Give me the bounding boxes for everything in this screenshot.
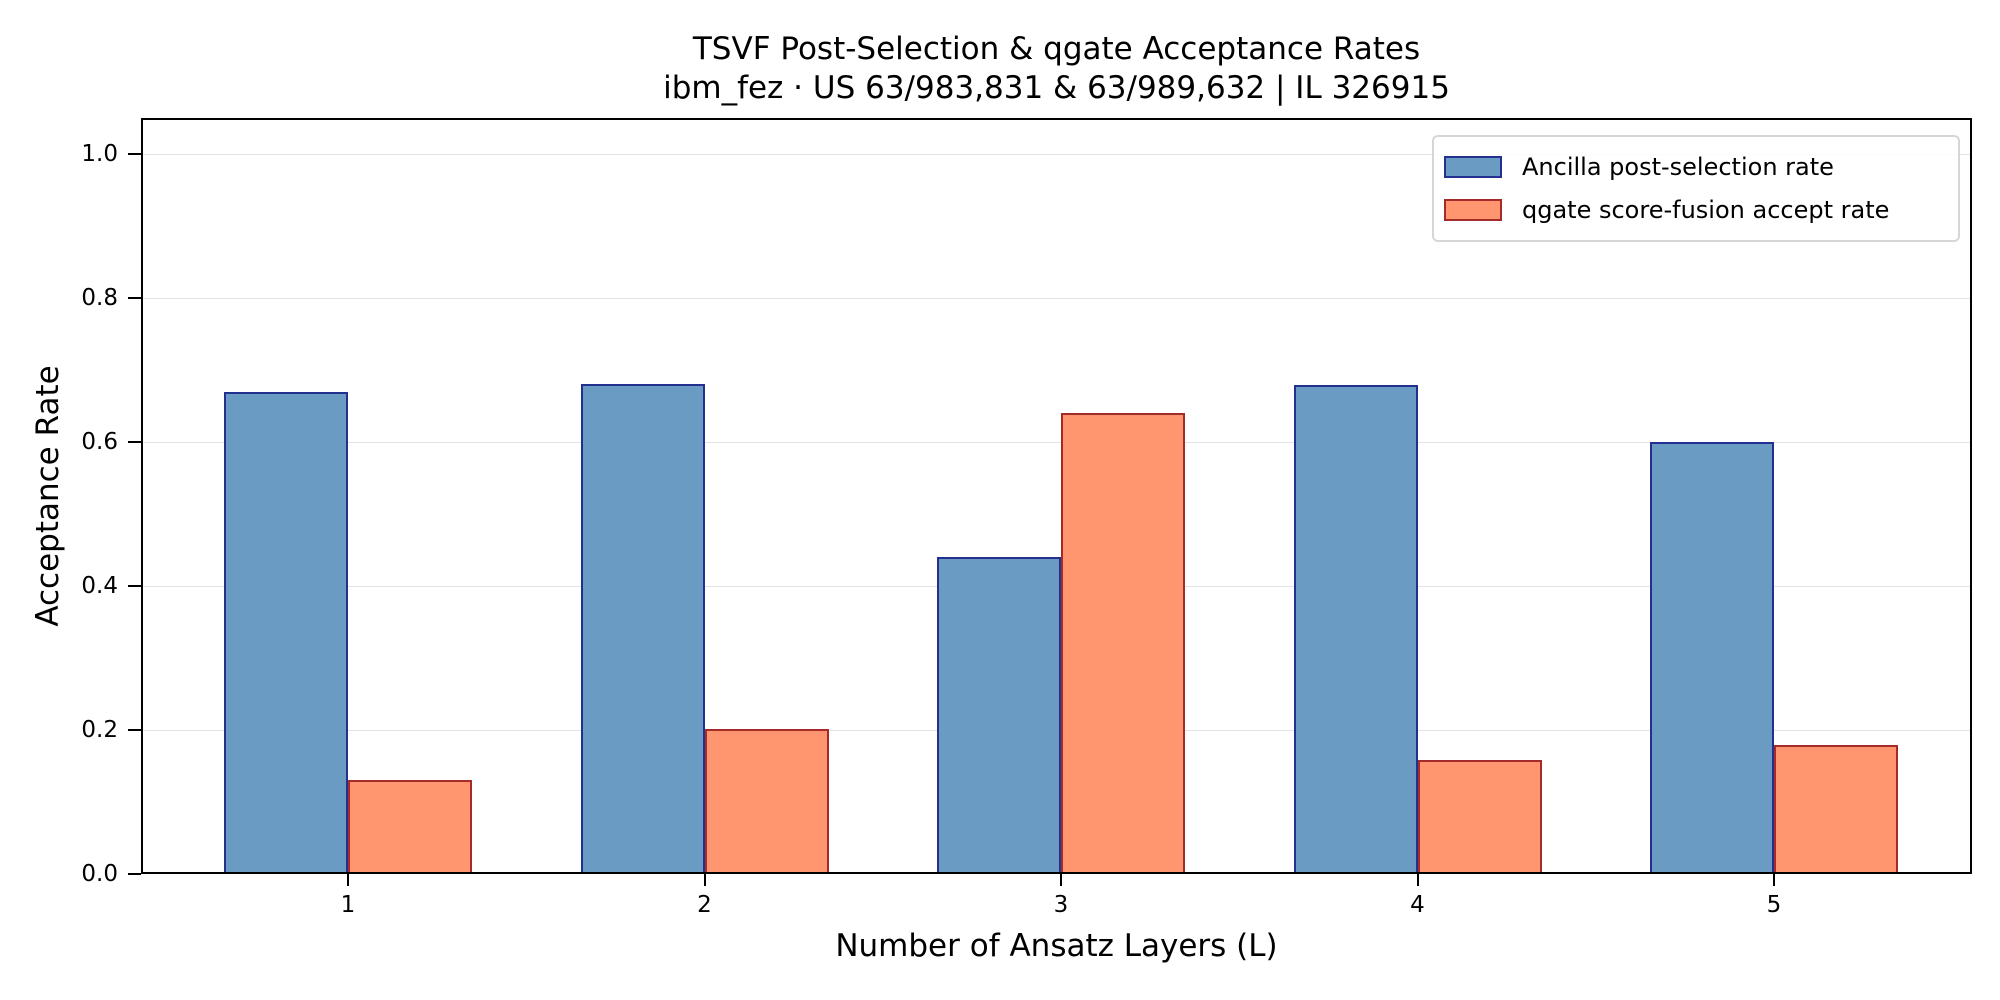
bar-qgate-L4 [1417, 759, 1542, 872]
bar-qgate-L5 [1774, 744, 1898, 872]
bar-qgate-L1 [348, 779, 472, 872]
x-tick-label: 1 [340, 892, 356, 918]
x-tick-label: 4 [1410, 892, 1425, 918]
x-tick-mark [1060, 874, 1062, 886]
x-tick-label: 2 [697, 892, 712, 918]
y-axis-label: Acceptance Rate [30, 365, 66, 627]
y-tick-mark [128, 297, 141, 299]
legend: Ancilla post-selection rate qgate score-… [1432, 135, 1960, 242]
x-tick-mark [1773, 874, 1775, 886]
legend-label-qgate: qgate score-fusion accept rate [1522, 196, 1890, 224]
y-tick-mark [128, 441, 141, 443]
legend-swatch-ancilla [1444, 156, 1502, 178]
y-tick-label: 0.0 [81, 861, 118, 887]
gridline [143, 298, 1970, 299]
bar-ancilla-L5 [1650, 442, 1774, 872]
legend-label-ancilla: Ancilla post-selection rate [1522, 153, 1834, 181]
bar-qgate-L2 [704, 728, 829, 872]
bar-ancilla-L3 [937, 557, 1061, 872]
legend-item-qgate: qgate score-fusion accept rate [1444, 196, 1890, 224]
plot-area [141, 118, 1972, 874]
bar-ancilla-L4 [1293, 384, 1418, 872]
x-axis-label: Number of Ansatz Layers (L) [835, 928, 1278, 964]
gridline [143, 442, 1970, 443]
y-tick-label: 0.4 [81, 573, 118, 599]
x-tick-label: 5 [1766, 892, 1782, 918]
x-tick-mark [1416, 874, 1419, 886]
chart-title: TSVF Post-Selection & qgate Acceptance R… [692, 31, 1421, 67]
y-tick-mark [128, 873, 141, 875]
bar-qgate-L3 [1061, 413, 1185, 872]
y-tick-label: 1.0 [81, 141, 118, 167]
x-tick-mark [703, 874, 706, 886]
y-tick-label: 0.6 [81, 429, 118, 455]
y-tick-mark [128, 729, 141, 731]
chart-subtitle: ibm_fez · US 63/983,831 & 63/989,632 | I… [663, 70, 1450, 106]
legend-swatch-qgate [1444, 199, 1502, 221]
bar-ancilla-L1 [224, 391, 348, 872]
legend-item-ancilla: Ancilla post-selection rate [1444, 153, 1834, 181]
y-tick-mark [128, 585, 141, 587]
x-tick-mark [347, 874, 349, 886]
bar-ancilla-L2 [580, 383, 705, 872]
gridline [143, 154, 1970, 155]
y-tick-label: 0.2 [81, 717, 118, 743]
x-tick-label: 3 [1053, 892, 1069, 918]
y-tick-label: 0.8 [81, 285, 118, 311]
y-tick-mark [128, 153, 141, 155]
